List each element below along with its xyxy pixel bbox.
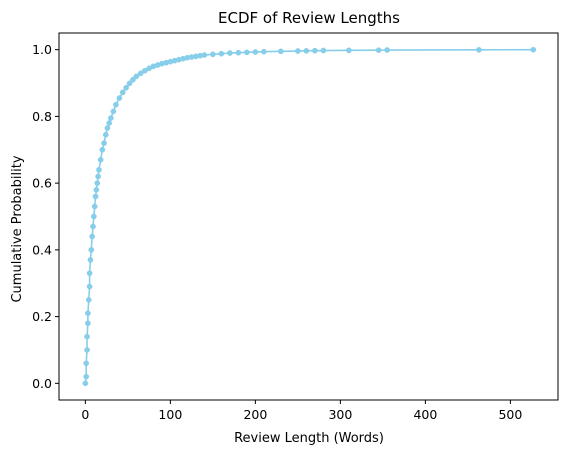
- chart-title: ECDF of Review Lengths: [218, 9, 400, 27]
- ecdf-point: [84, 347, 89, 352]
- ecdf-point: [96, 167, 101, 172]
- ecdf-point: [90, 234, 95, 239]
- ecdf-point: [96, 174, 101, 179]
- ecdf-point: [86, 297, 91, 302]
- x-tick-label: 400: [413, 407, 437, 422]
- ecdf-point: [87, 271, 92, 276]
- ecdf-point: [83, 381, 88, 386]
- ecdf-point: [531, 47, 536, 52]
- ecdf-point: [304, 48, 309, 53]
- x-tick-label: 500: [498, 407, 522, 422]
- ecdf-point: [95, 181, 100, 186]
- ecdf-point: [100, 147, 105, 152]
- y-tick-label: 0.8: [32, 109, 52, 124]
- x-tick-label: 200: [243, 407, 267, 422]
- ecdf-point: [346, 48, 351, 53]
- ecdf-point: [227, 50, 232, 55]
- ecdf-point: [88, 257, 93, 262]
- ecdf-point: [117, 95, 122, 100]
- ecdf-point: [376, 48, 381, 53]
- y-tick-label: 0.6: [32, 176, 52, 191]
- ecdf-point: [120, 90, 125, 95]
- y-tick-label: 0.4: [32, 242, 52, 257]
- ecdf-point: [295, 48, 300, 53]
- ecdf-point: [253, 49, 258, 54]
- ecdf-point: [87, 284, 92, 289]
- ecdf-point: [261, 49, 266, 54]
- ecdf-point: [236, 50, 241, 55]
- ecdf-point: [98, 157, 103, 162]
- ecdf-point: [92, 204, 97, 209]
- y-tick-label: 0.2: [32, 309, 52, 324]
- x-axis-label: Review Length (Words): [234, 431, 384, 446]
- ecdf-point: [101, 141, 106, 146]
- ecdf-point: [124, 85, 129, 90]
- x-tick-label: 0: [81, 407, 89, 422]
- ecdf-point: [85, 321, 90, 326]
- x-tick-label: 300: [328, 407, 352, 422]
- y-axis-label: Cumulative Probability: [10, 155, 25, 302]
- ecdf-point: [89, 247, 94, 252]
- ecdf-point: [476, 47, 481, 52]
- ecdf-point: [113, 102, 118, 107]
- ecdf-point: [84, 334, 89, 339]
- ecdf-point: [90, 224, 95, 229]
- ecdf-point: [321, 48, 326, 53]
- ecdf-point: [105, 125, 110, 130]
- ecdf-point: [278, 49, 283, 54]
- ecdf-point: [107, 120, 112, 125]
- ecdf-point: [84, 361, 89, 366]
- ecdf-point: [244, 50, 249, 55]
- ecdf-point: [93, 194, 98, 199]
- ecdf-point: [84, 374, 89, 379]
- x-tick-label: 100: [158, 407, 182, 422]
- y-tick-label: 1.0: [32, 42, 52, 57]
- ecdf-point: [210, 52, 215, 57]
- ecdf-point: [91, 214, 96, 219]
- ecdf-point: [312, 48, 317, 53]
- ecdf-point: [111, 109, 116, 114]
- ecdf-point: [94, 187, 99, 192]
- ecdf-point: [85, 311, 90, 316]
- ecdf-point: [103, 132, 108, 137]
- ecdf-point: [385, 47, 390, 52]
- ecdf-point: [202, 52, 207, 57]
- ecdf-point: [219, 51, 224, 56]
- y-tick-label: 0.0: [32, 376, 52, 391]
- ecdf-point: [108, 115, 113, 120]
